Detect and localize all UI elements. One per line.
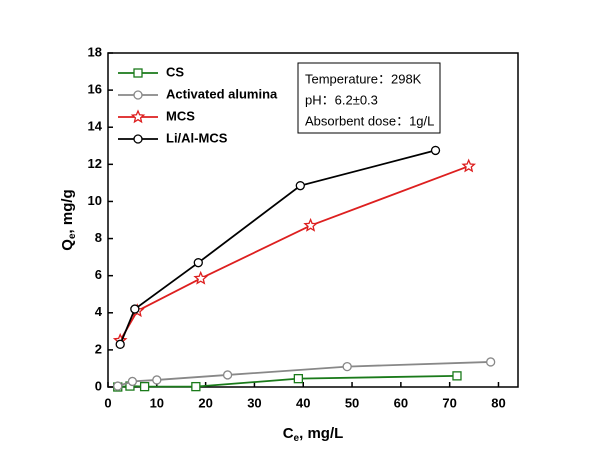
series-line	[117, 361, 491, 387]
data-point	[452, 371, 462, 381]
data-point	[342, 361, 352, 372]
y-tick-label: 18	[88, 44, 102, 59]
data-point	[295, 181, 305, 191]
y-tick-label: 16	[88, 82, 102, 97]
data-point	[430, 145, 441, 156]
x-tick-label: 10	[150, 395, 164, 410]
plot-frame	[107, 52, 519, 388]
x-tick-label: 80	[491, 395, 505, 410]
legend-marker	[133, 90, 143, 100]
x-tick-label: 40	[296, 395, 310, 410]
legend-label: MCS	[166, 108, 195, 123]
y-axis-title-rest: , mg/g	[59, 189, 76, 233]
data-point	[293, 373, 304, 384]
x-tick-label: 70	[442, 395, 456, 410]
x-axis-title-main: C	[283, 425, 294, 442]
data-point	[303, 217, 318, 232]
series-line	[119, 165, 470, 342]
x-tick-label: 0	[104, 395, 111, 410]
data-point	[193, 258, 203, 268]
legend-label: Activated alumina	[166, 86, 278, 101]
legend-marker	[133, 134, 143, 144]
y-axis-title-main: Q	[59, 239, 76, 251]
y-tick-label: 2	[95, 341, 102, 356]
data-point	[152, 375, 162, 385]
legend-label: Li/Al-MCS	[166, 130, 228, 145]
legend-marker	[133, 68, 143, 78]
x-tick-label: 50	[345, 395, 359, 410]
annotation: Absorbent dose：1g/L	[305, 113, 434, 128]
data-point	[130, 304, 140, 314]
annotation-box	[297, 62, 441, 134]
annotation: Temperature：298K	[305, 71, 422, 86]
x-tick-label: 30	[247, 395, 261, 410]
data-point	[191, 381, 201, 392]
legend-marker	[130, 109, 146, 124]
x-axis-title-rest: , mg/L	[299, 425, 343, 442]
x-tick-label: 60	[394, 395, 408, 410]
series-line	[117, 374, 458, 388]
x-axis-title: Ce, mg/L	[283, 425, 344, 444]
legend-label: CS	[166, 64, 184, 79]
data-point	[461, 158, 477, 173]
y-tick-label: 14	[88, 119, 103, 134]
y-tick-label: 10	[88, 193, 102, 208]
series-line	[119, 149, 436, 345]
data-point	[113, 381, 123, 391]
y-axis-title-sub: e	[67, 233, 78, 239]
x-axis-title-sub: e	[294, 433, 300, 444]
y-tick-label: 6	[95, 267, 102, 282]
y-tick-label: 0	[95, 378, 102, 393]
y-tick-label: 8	[95, 230, 102, 245]
y-axis-title: Qe, mg/g	[59, 189, 78, 250]
y-tick-label: 12	[88, 156, 102, 171]
y-tick-label: 4	[95, 304, 103, 319]
data-point	[193, 270, 209, 285]
data-point	[486, 357, 496, 367]
data-point	[222, 370, 233, 380]
data-point	[127, 376, 138, 387]
data-point	[139, 381, 150, 392]
x-tick-label: 20	[198, 395, 212, 410]
data-point	[115, 339, 125, 349]
annotation: pH：6.2±0.3	[305, 92, 378, 107]
